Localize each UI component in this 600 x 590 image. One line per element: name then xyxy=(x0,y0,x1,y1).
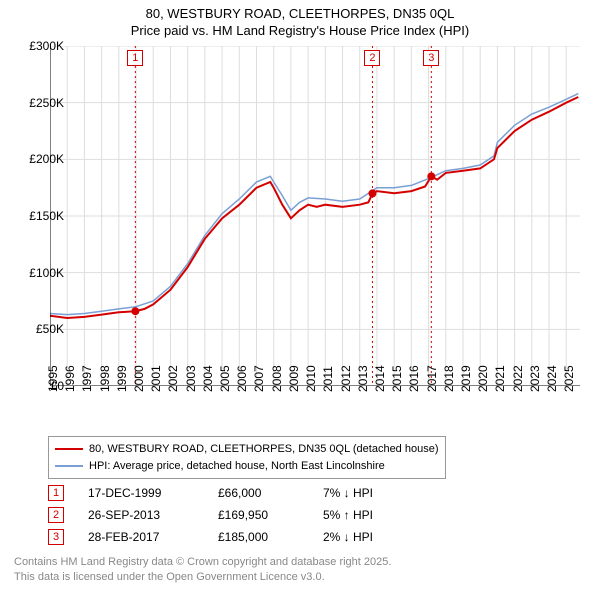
x-tick-label: 2006 xyxy=(235,365,249,392)
footer-line2: This data is licensed under the Open Gov… xyxy=(14,570,391,584)
legend-row: HPI: Average price, detached house, Nort… xyxy=(55,458,439,475)
footer-attribution: Contains HM Land Registry data © Crown c… xyxy=(14,555,391,584)
legend-label: HPI: Average price, detached house, Nort… xyxy=(89,458,385,475)
x-tick-label: 2013 xyxy=(356,365,370,392)
x-tick-label: 2018 xyxy=(442,365,456,392)
chart-svg xyxy=(50,46,580,386)
event-pct: 7% ↓ HPI xyxy=(323,486,423,500)
x-tick-label: 1996 xyxy=(63,365,77,392)
x-tick-label: 2005 xyxy=(218,365,232,392)
x-tick-label: 2017 xyxy=(425,365,439,392)
event-price: £66,000 xyxy=(218,486,323,500)
chart-area xyxy=(50,46,580,386)
event-row: 2 26-SEP-2013£169,9505% ↑ HPI xyxy=(48,504,423,526)
event-marker-box: 2 xyxy=(364,50,380,66)
x-tick-label: 2003 xyxy=(184,365,198,392)
event-num-box: 2 xyxy=(48,507,64,523)
x-tick-label: 2010 xyxy=(304,365,318,392)
x-tick-label: 2016 xyxy=(407,365,421,392)
x-tick-label: 2000 xyxy=(132,365,146,392)
y-tick-label: £300K xyxy=(14,39,64,53)
x-tick-label: 2022 xyxy=(511,365,525,392)
x-tick-label: 2008 xyxy=(270,365,284,392)
chart-container: 80, WESTBURY ROAD, CLEETHORPES, DN35 0QL… xyxy=(0,0,600,590)
x-tick-label: 2007 xyxy=(252,365,266,392)
title-address: 80, WESTBURY ROAD, CLEETHORPES, DN35 0QL xyxy=(0,6,600,23)
y-tick-label: £150K xyxy=(14,209,64,223)
event-row: 1 17-DEC-1999£66,0007% ↓ HPI xyxy=(48,482,423,504)
legend: 80, WESTBURY ROAD, CLEETHORPES, DN35 0QL… xyxy=(48,436,446,479)
x-tick-label: 2021 xyxy=(493,365,507,392)
x-tick-label: 2011 xyxy=(321,366,335,392)
x-tick-label: 2020 xyxy=(476,365,490,392)
y-tick-label: £200K xyxy=(14,152,64,166)
y-tick-label: £50K xyxy=(14,322,64,336)
title-block: 80, WESTBURY ROAD, CLEETHORPES, DN35 0QL… xyxy=(0,0,600,40)
title-subtitle: Price paid vs. HM Land Registry's House … xyxy=(0,23,600,40)
event-date: 26-SEP-2013 xyxy=(88,508,218,522)
x-tick-label: 2025 xyxy=(562,365,576,392)
legend-label: 80, WESTBURY ROAD, CLEETHORPES, DN35 0QL… xyxy=(89,441,439,458)
legend-swatch xyxy=(55,465,83,467)
legend-row: 80, WESTBURY ROAD, CLEETHORPES, DN35 0QL… xyxy=(55,441,439,458)
x-tick-label: 2004 xyxy=(201,365,215,392)
event-marker-box: 1 xyxy=(127,50,143,66)
x-tick-label: 2023 xyxy=(528,365,542,392)
event-pct: 2% ↓ HPI xyxy=(323,530,423,544)
x-tick-label: 2012 xyxy=(339,365,353,392)
x-tick-label: 1999 xyxy=(115,365,129,392)
event-price: £169,950 xyxy=(218,508,323,522)
x-tick-label: 2024 xyxy=(545,365,559,392)
event-table: 1 17-DEC-1999£66,0007% ↓ HPI 2 26-SEP-2013£… xyxy=(48,482,423,548)
event-num-box: 3 xyxy=(48,529,64,545)
legend-swatch xyxy=(55,448,83,450)
event-marker-box: 3 xyxy=(423,50,439,66)
event-row: 3 28-FEB-2017£185,0002% ↓ HPI xyxy=(48,526,423,548)
x-tick-label: 2001 xyxy=(149,365,163,392)
x-tick-label: 1997 xyxy=(80,365,94,392)
footer-line1: Contains HM Land Registry data © Crown c… xyxy=(14,555,391,569)
y-tick-label: £250K xyxy=(14,96,64,110)
x-tick-label: 2015 xyxy=(390,365,404,392)
event-price: £185,000 xyxy=(218,530,323,544)
event-num-box: 1 xyxy=(48,485,64,501)
x-tick-label: 2014 xyxy=(373,365,387,392)
x-tick-label: 2009 xyxy=(287,365,301,392)
y-tick-label: £100K xyxy=(14,266,64,280)
x-tick-label: 1995 xyxy=(46,365,60,392)
x-tick-label: 2002 xyxy=(166,365,180,392)
event-date: 28-FEB-2017 xyxy=(88,530,218,544)
x-tick-label: 2019 xyxy=(459,365,473,392)
event-date: 17-DEC-1999 xyxy=(88,486,218,500)
event-pct: 5% ↑ HPI xyxy=(323,508,423,522)
x-tick-label: 1998 xyxy=(98,365,112,392)
